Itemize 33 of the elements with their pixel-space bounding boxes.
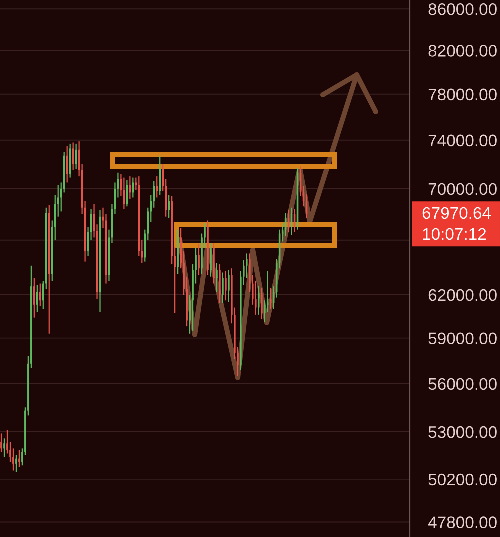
- y-tick-label: 47800.00: [428, 516, 497, 528]
- candlestick: [16, 454, 18, 474]
- candlestick: [219, 264, 221, 304]
- y-tick-label: 70000.00: [428, 183, 497, 196]
- candlestick: [40, 283, 42, 307]
- y-tick-label: 50200.00: [428, 474, 497, 486]
- y-tick-label: 78000.00: [428, 88, 497, 101]
- y-tick-label: 56000.00: [428, 378, 497, 390]
- candlestick: [225, 270, 227, 302]
- text: 67970.64: [422, 207, 492, 220]
- y-tick-label: 74000.00: [428, 134, 497, 147]
- candlestick: [18, 450, 20, 468]
- y-tick-label: 53000.00: [428, 426, 497, 438]
- candlestick: [258, 286, 260, 316]
- candlestick: [0, 433, 2, 453]
- candlestick: [36, 284, 38, 313]
- y-tick-label: 62000.00: [428, 289, 497, 302]
- candlestick: [34, 278, 36, 318]
- candlestick: [222, 272, 224, 304]
- y-tick-label: 86000.00: [428, 3, 497, 16]
- candlestick: [213, 242, 215, 284]
- text: 10:07:12: [423, 228, 486, 240]
- candlestick: [216, 262, 218, 293]
- candlestick: [168, 194, 170, 219]
- candlestick: [4, 438, 6, 458]
- y-tick-label: 82000.00: [428, 45, 497, 57]
- candlestick: [210, 242, 212, 278]
- candlestick: [228, 269, 230, 303]
- candlestick: [260, 287, 263, 320]
- y-tick-label: 59000.00: [428, 332, 497, 345]
- candlestick: [156, 176, 158, 198]
- candlestick: [159, 155, 162, 196]
- candlestick: [198, 244, 200, 276]
